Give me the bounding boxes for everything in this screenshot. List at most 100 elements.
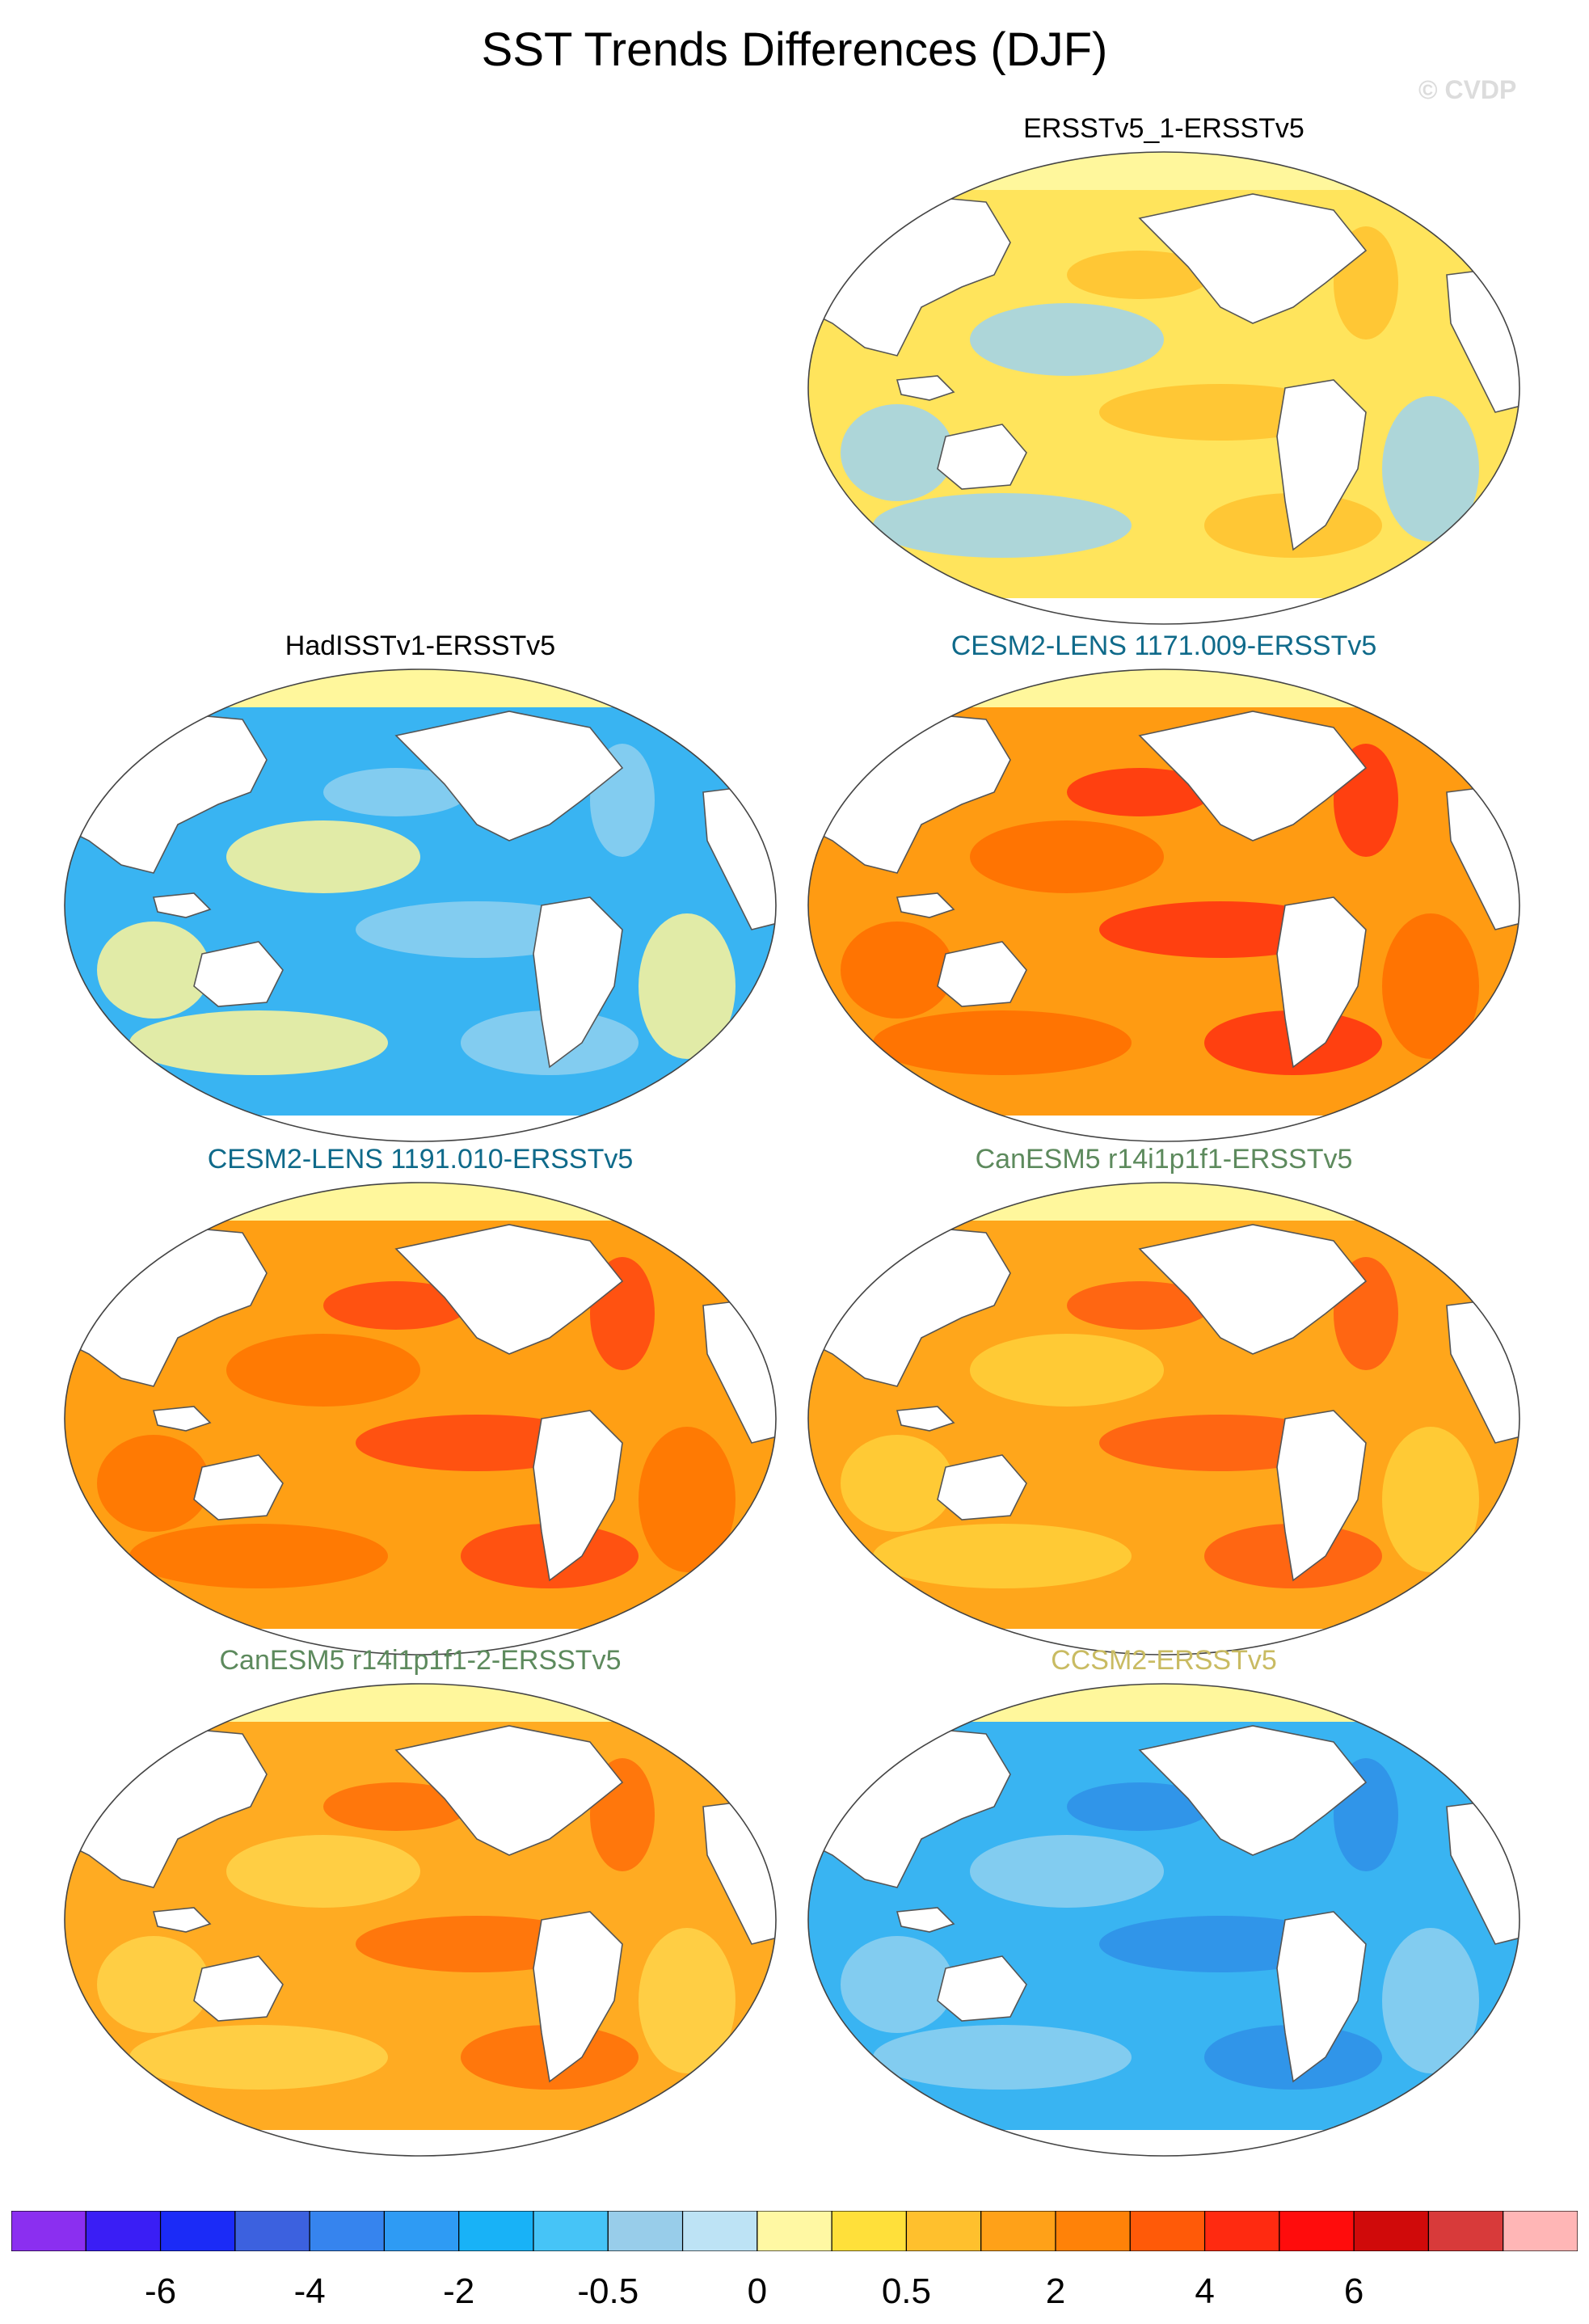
colorbar-swatch xyxy=(681,2211,758,2251)
land-mass xyxy=(152,892,212,918)
colorbar-swatch xyxy=(159,2211,236,2251)
anomaly-region xyxy=(1382,396,1479,542)
land-mass xyxy=(394,1224,624,1355)
land-mass xyxy=(937,1454,1027,1521)
figure-title: SST Trends Differences (DJF) xyxy=(481,23,1108,76)
anomaly-region xyxy=(226,1334,420,1407)
land-mass xyxy=(1138,1224,1368,1355)
map-border xyxy=(807,669,1520,1142)
land-mass xyxy=(896,375,955,401)
anomaly-region xyxy=(129,1524,388,1588)
anomaly-region xyxy=(873,1010,1132,1075)
anomaly-region xyxy=(873,2025,1132,2090)
map-panel-p5: CanESM5 r14i1p1f1-ERSSTv5 xyxy=(800,1144,1528,1661)
colorbar-swatch xyxy=(234,2211,310,2251)
anomaly-region xyxy=(873,1524,1132,1588)
antarctica xyxy=(808,2130,1519,2156)
map-border xyxy=(807,1683,1520,2157)
map-border xyxy=(64,1182,777,1655)
colorbar-tick-label: -2 xyxy=(443,2271,475,2311)
map-panel-p7: CCSM2-ERSSTv5 xyxy=(800,1645,1528,2162)
robinson-map xyxy=(807,1182,1520,1655)
colorbar-tick-label: 6 xyxy=(1343,2271,1364,2311)
colorbar-tick-label: -4 xyxy=(293,2271,326,2311)
anomaly-region xyxy=(226,820,420,893)
watermark: © CVDP xyxy=(1418,75,1517,104)
colorbar-swatch xyxy=(1353,2211,1430,2251)
map-border xyxy=(64,1683,777,2157)
anomaly-region xyxy=(970,303,1164,376)
anomaly-region xyxy=(841,404,954,501)
robinson-map xyxy=(807,1683,1520,2157)
map-border xyxy=(807,151,1520,625)
colorbar-swatch xyxy=(980,2211,1056,2251)
land-mass xyxy=(896,1406,955,1432)
anomaly-region xyxy=(841,922,954,1019)
land-mass xyxy=(533,1410,623,1582)
panel-title: CCSM2-ERSSTv5 xyxy=(1051,1645,1277,1676)
colorbar-tick-label: 4 xyxy=(1195,2271,1215,2311)
colorbar-swatch xyxy=(607,2211,684,2251)
anomaly-region xyxy=(970,1835,1164,1908)
map-border xyxy=(64,669,777,1142)
anomaly-region xyxy=(1067,251,1212,299)
map-border xyxy=(807,1182,1520,1655)
robinson-map xyxy=(64,1182,777,1655)
land-mass xyxy=(394,1725,624,1856)
colorbar-swatch xyxy=(383,2211,460,2251)
land-mass xyxy=(896,892,955,918)
panel-title: CESM2-LENS 1191.010-ERSSTv5 xyxy=(207,1144,634,1175)
anomaly-region xyxy=(873,493,1132,558)
land-mass xyxy=(193,941,284,1007)
map-panel-p4: CESM2-LENS 1191.010-ERSSTv5 xyxy=(57,1144,784,1661)
map-panel-p1: ERSSTv5_1-ERSSTv5 xyxy=(800,113,1528,631)
colorbar-swatch xyxy=(1427,2211,1504,2251)
land-mass xyxy=(193,1454,284,1521)
anomaly-region xyxy=(970,1334,1164,1407)
anomaly-region xyxy=(97,1936,210,2033)
anomaly-region xyxy=(1382,913,1479,1059)
colorbar-swatch xyxy=(1503,2211,1578,2251)
anomaly-region xyxy=(323,1782,469,1831)
antarctica xyxy=(65,2130,776,2156)
colorbar-tick-label: -0.5 xyxy=(577,2271,639,2311)
land-mass xyxy=(1276,896,1367,1069)
colorbar-swatch xyxy=(458,2211,534,2251)
anomaly-region xyxy=(639,913,735,1059)
land-mass xyxy=(152,1907,212,1933)
panel-title: CanESM5 r14i1p1f1-ERSSTv5 xyxy=(975,1144,1353,1175)
anomaly-region xyxy=(1067,768,1212,816)
map-panel-p6: CanESM5 r14i1p1f1-2-ERSSTv5 xyxy=(57,1645,784,2162)
colorbar-tick-label: -6 xyxy=(145,2271,177,2311)
colorbar-swatch xyxy=(11,2211,86,2251)
land-mass xyxy=(937,424,1027,490)
colorbar-swatch xyxy=(757,2211,832,2251)
map-panel-p3: CESM2-LENS 1171.009-ERSSTv5 xyxy=(800,631,1528,1148)
colorbar-tick-label: 0.5 xyxy=(881,2271,932,2311)
panel-title: HadISSTv1-ERSSTv5 xyxy=(285,631,556,661)
anomaly-region xyxy=(226,1835,420,1908)
colorbar xyxy=(11,2211,1578,2251)
anomaly-region xyxy=(129,2025,388,2090)
colorbar-tick-label: 2 xyxy=(1045,2271,1066,2311)
land-mass xyxy=(533,896,623,1069)
colorbar-tick-label: 0 xyxy=(747,2271,768,2311)
anomaly-region xyxy=(323,1281,469,1330)
land-mass xyxy=(1276,379,1367,551)
panel-title: ERSSTv5_1-ERSSTv5 xyxy=(1023,113,1304,144)
anomaly-region xyxy=(639,1427,735,1572)
land-mass xyxy=(1138,711,1368,841)
anomaly-region xyxy=(639,1928,735,2073)
land-mass xyxy=(937,1955,1027,2022)
colorbar-swatch xyxy=(85,2211,162,2251)
anomaly-region xyxy=(1067,1281,1212,1330)
land-mass xyxy=(1138,193,1368,324)
antarctica xyxy=(808,1116,1519,1141)
anomaly-region xyxy=(1067,1782,1212,1831)
anomaly-region xyxy=(1382,1928,1479,2073)
colorbar-swatch xyxy=(533,2211,609,2251)
colorbar-swatch xyxy=(831,2211,908,2251)
land-mass xyxy=(937,941,1027,1007)
anomaly-region xyxy=(97,922,210,1019)
anomaly-region xyxy=(1382,1427,1479,1572)
